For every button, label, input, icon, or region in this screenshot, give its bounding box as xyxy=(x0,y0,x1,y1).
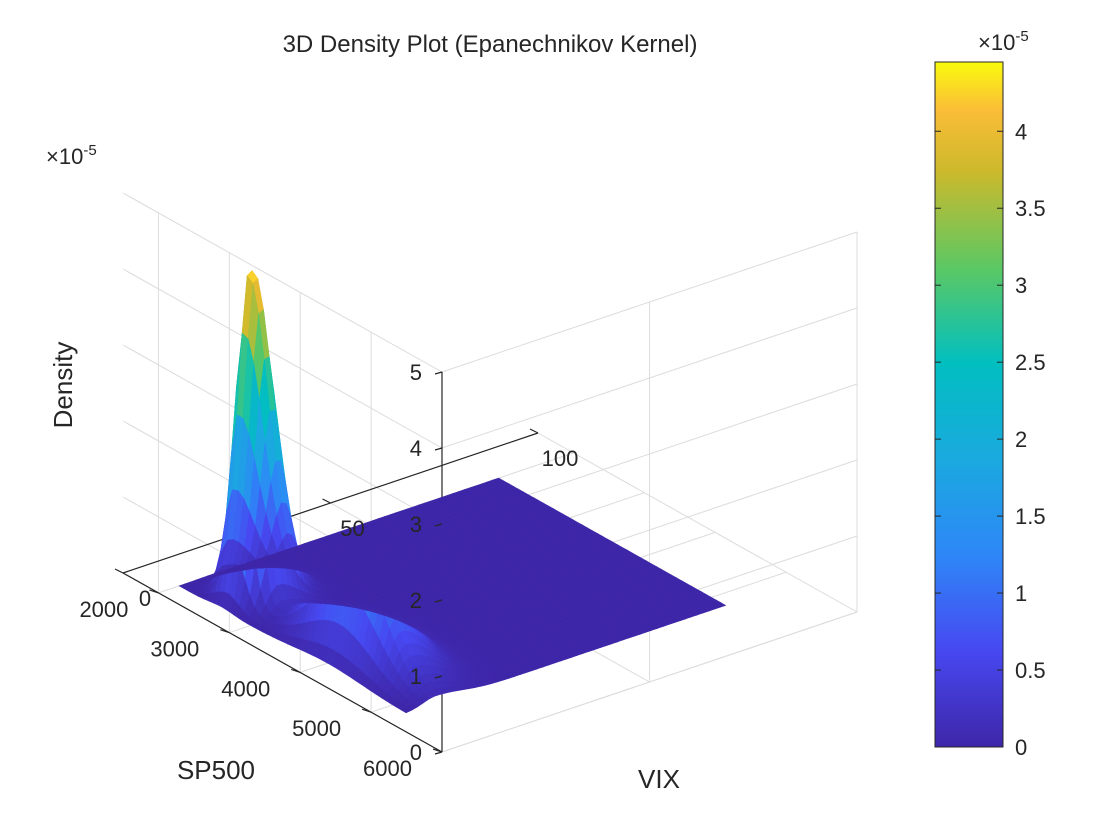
grid-line-z xyxy=(122,344,443,525)
y-tick-mark xyxy=(361,708,372,713)
grid-line-x xyxy=(537,432,858,613)
colorbar-tick-label: 3.5 xyxy=(1015,196,1046,221)
z-tick-label: 1 xyxy=(410,664,422,689)
z-tick-label: 0 xyxy=(410,740,422,765)
z-tick-mark xyxy=(434,371,443,375)
y-tick-mark xyxy=(220,629,230,634)
chart-title: 3D Density Plot (Epanechnikov Kernel) xyxy=(283,31,698,58)
x-tick-label: 100 xyxy=(542,446,579,471)
z-tick-mark xyxy=(434,599,443,603)
grid-line-z xyxy=(122,268,443,449)
z-tick-label: 3 xyxy=(410,512,422,537)
z-tick-mark xyxy=(434,675,443,679)
colorbar: 0 0.5 1 1.5 2 2.5 3 3.5 4 ×10-5 xyxy=(934,28,1046,760)
z-axis-label: Density xyxy=(48,342,78,429)
colorbar-tick-label: 2.5 xyxy=(1015,350,1046,375)
x-axis-label: VIX xyxy=(638,764,680,794)
y-tick-label: 6000 xyxy=(363,756,412,781)
colorbar-tick-label: 4 xyxy=(1015,119,1027,144)
density-surface xyxy=(178,269,727,714)
x-tick-mark xyxy=(114,568,124,574)
colorbar-tick-label: 2 xyxy=(1015,427,1027,452)
z-tick-label: 4 xyxy=(410,436,422,461)
y-tick-mark xyxy=(432,748,443,753)
surface-patch xyxy=(492,477,505,484)
z-tick-label: 2 xyxy=(410,588,422,613)
colorbar-tick-label: 0 xyxy=(1015,735,1027,760)
colorbar-gradient xyxy=(934,61,1004,748)
z-tick-mark xyxy=(434,447,443,451)
colorbar-tick-label: 0.5 xyxy=(1015,658,1046,683)
y-tick-label: 3000 xyxy=(150,637,199,662)
z-tick-mark xyxy=(434,523,443,527)
y-tick-mark xyxy=(149,589,159,594)
y-tick-mark xyxy=(291,668,301,674)
z-tick-mark xyxy=(434,751,443,755)
y-axis-label: SP500 xyxy=(177,755,255,785)
x-tick-mark xyxy=(529,428,539,434)
colorbar-ticks: 0 0.5 1 1.5 2 2.5 3 3.5 4 xyxy=(935,119,1046,760)
colorbar-tick-label: 3 xyxy=(1015,273,1027,298)
x-tick-mark xyxy=(322,498,331,504)
colorbar-tick-label: 1.5 xyxy=(1015,504,1046,529)
x-tick-label: 50 xyxy=(340,516,364,541)
x-tick-label: 0 xyxy=(139,586,151,611)
z-tick-label: 5 xyxy=(410,360,422,385)
y-tick-label: 4000 xyxy=(221,676,270,701)
y-tick-label: 5000 xyxy=(292,716,341,741)
y-axis-line xyxy=(122,572,443,753)
y-tick-label: 2000 xyxy=(79,597,128,622)
z-axis-exponent: ×10-5 xyxy=(46,142,97,169)
colorbar-tick-label: 1 xyxy=(1015,581,1027,606)
colorbar-exponent: ×10-5 xyxy=(978,28,1029,55)
grid-line-y xyxy=(441,611,858,753)
grid-line-z xyxy=(122,192,443,373)
